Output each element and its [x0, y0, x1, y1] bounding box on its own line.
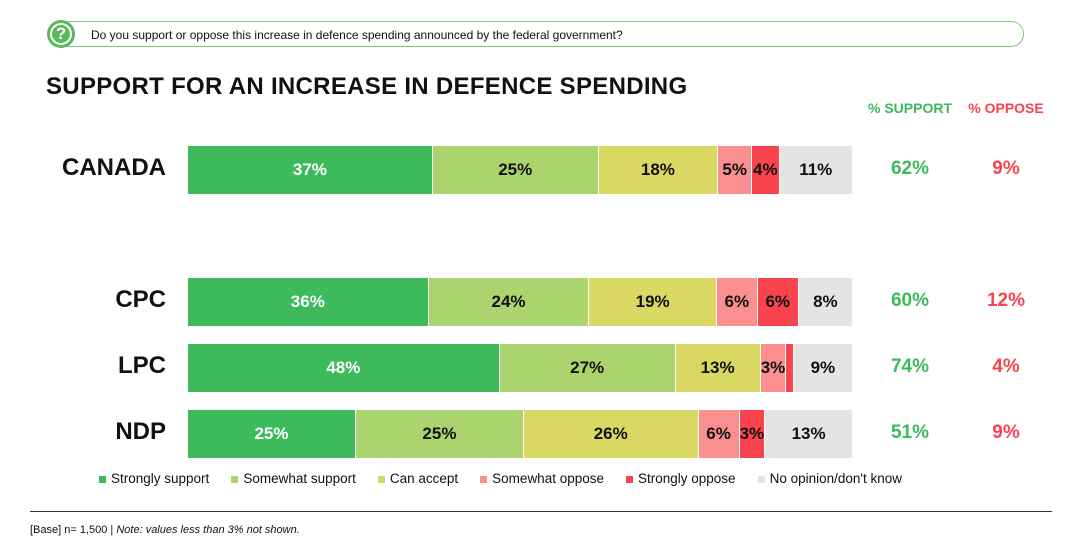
bar-segment: 26%	[523, 410, 699, 458]
bar-segment: 19%	[589, 278, 717, 326]
bar-segment: 8%	[798, 278, 853, 326]
legend-label: Strongly support	[111, 471, 210, 486]
support-value: 74%	[890, 356, 930, 377]
stacked-bar: 25% 25% 26% 6% 3% 13%	[188, 410, 853, 458]
footnote-base: [Base] n= 1,500 |	[30, 524, 117, 536]
bar-segment: 25%	[355, 410, 524, 458]
legend-swatch	[626, 475, 633, 483]
bar-segment: 6%	[716, 278, 758, 326]
row-label: NDP	[115, 418, 166, 445]
question-icon: ?	[47, 20, 75, 48]
legend-item: Somewhat oppose	[480, 471, 604, 486]
bar-segment: 4%	[752, 146, 780, 194]
stacked-bar: 48% 27% 13% 3% 9%	[188, 344, 853, 392]
bar-segment: 48%	[188, 344, 500, 392]
support-value: 60%	[890, 290, 930, 311]
legend-item: Strongly oppose	[626, 471, 736, 486]
support-header: % SUPPORT	[867, 100, 952, 116]
legend-label: Somewhat oppose	[492, 471, 604, 486]
legend-swatch	[231, 475, 239, 483]
oppose-value: 12%	[986, 290, 1026, 311]
row-label: CPC	[115, 286, 166, 313]
row-label: LPC	[118, 352, 166, 379]
question-text: Do you support or oppose this increase i…	[91, 28, 623, 42]
legend-label: Somewhat support	[243, 471, 356, 486]
bar-segment: 27%	[499, 344, 676, 392]
bar-segment: 24%	[428, 278, 590, 326]
bar-segment: 6%	[757, 278, 799, 326]
oppose-value: 9%	[992, 158, 1020, 179]
bar-segment: 25%	[188, 410, 356, 458]
bar-segment: 6%	[698, 410, 740, 458]
bar-segment: 3%	[760, 344, 787, 392]
support-value: 62%	[890, 158, 930, 179]
legend-item: Can accept	[377, 471, 459, 486]
bar-segment: 9%	[793, 344, 853, 392]
legend: Strongly support Somewhat support Can acce…	[99, 471, 902, 486]
bar-segment: 13%	[675, 344, 761, 392]
legend-swatch	[757, 475, 765, 483]
bar-segment: 13%	[765, 410, 853, 458]
support-value: 51%	[890, 422, 930, 443]
legend-swatch	[377, 475, 385, 483]
legend-item: No opinion/don't know	[757, 471, 902, 486]
bar-segment: 37%	[188, 146, 433, 194]
oppose-value: 9%	[992, 422, 1020, 443]
legend-label: Strongly oppose	[638, 471, 736, 486]
stacked-bar: 36% 24% 19% 6% 6% 8%	[188, 278, 853, 326]
bar-segment: 5%	[718, 146, 753, 194]
legend-label: No opinion/don't know	[769, 471, 902, 486]
legend-item: Strongly support	[99, 471, 209, 486]
stacked-bar: 37% 25% 18% 5% 4% 11%	[188, 146, 853, 194]
bar-segment: 36%	[188, 278, 429, 326]
row-label: CANADA	[62, 154, 166, 181]
bar-segment: 18%	[598, 146, 719, 194]
bar-segment: 25%	[432, 146, 599, 194]
footnote: [Base] n= 1,500 | Note: values less than…	[30, 524, 300, 536]
legend-swatch	[99, 475, 106, 483]
bar-segment: 11%	[779, 146, 853, 194]
oppose-value: 4%	[992, 356, 1020, 377]
legend-item: Somewhat support	[231, 471, 356, 486]
chart-title: SUPPORT FOR AN INCREASE IN DEFENCE SPEND…	[46, 73, 688, 100]
footnote-note: Note: values less than 3% not shown.	[116, 524, 300, 536]
bar-segment	[786, 344, 794, 392]
divider	[30, 511, 1052, 512]
legend-swatch	[480, 475, 488, 483]
legend-label: Can accept	[389, 471, 459, 486]
oppose-header: % OPPOSE	[968, 100, 1044, 116]
bar-segment: 3%	[739, 410, 766, 458]
